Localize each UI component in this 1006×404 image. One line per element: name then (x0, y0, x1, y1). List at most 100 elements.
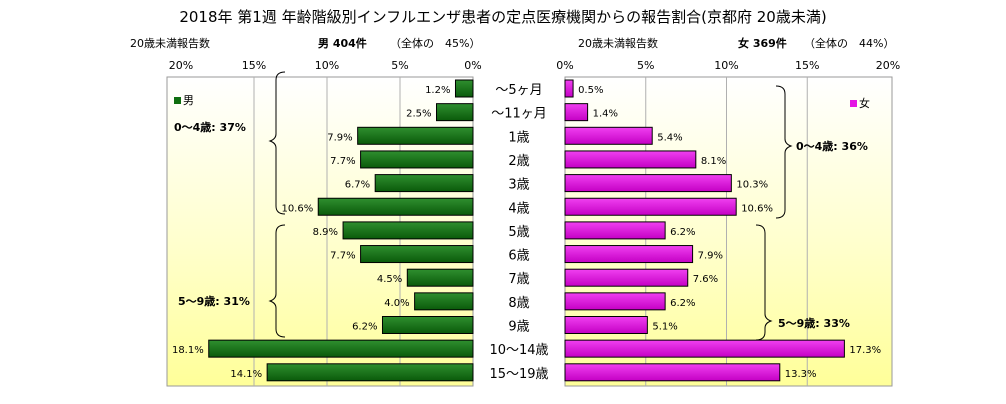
data-label-male: 10.6% (281, 203, 313, 214)
bar-male (381, 316, 474, 334)
bar-male (317, 197, 474, 216)
bar-female (564, 339, 845, 358)
bar-male (414, 292, 474, 311)
tick-label-female: 15% (795, 59, 819, 72)
category-label: ～11ヶ月 (491, 107, 547, 122)
data-labels: 1.2% 2.5% 7.9% 7.7% 6.7% 10.6% 8.9% 7.7% 4.5% 4.0… (172, 85, 881, 380)
bar-female (564, 79, 574, 98)
right-header-count: 女 369件 (738, 36, 787, 50)
data-label-female: 6.2% (670, 298, 695, 309)
bars (208, 79, 845, 382)
data-label-male: 6.2% (352, 322, 377, 333)
right-annotation-0-4: 0～4歳: 36% (796, 139, 868, 153)
data-label-male: 7.7% (330, 251, 355, 262)
data-label-female: 17.3% (849, 345, 881, 356)
legend-label-female: 女 (859, 96, 870, 110)
category-label: 4歳 (508, 201, 529, 216)
data-label-female: 1.4% (593, 109, 618, 120)
bar-female (564, 292, 666, 311)
tick-label-male: 20% (169, 59, 193, 72)
left-bracket-5-9 (268, 224, 286, 338)
left-header-share: （全体の 45%） (390, 36, 480, 50)
bar-female (564, 126, 653, 145)
category-label: 2歳 (508, 154, 529, 169)
data-label-female: 5.4% (657, 132, 682, 143)
bar-male (266, 363, 474, 382)
right-annotation-5-9: 5～9歳: 33% (778, 316, 850, 330)
category-label: 15～19歳 (489, 367, 548, 382)
tick-label-male: 0% (464, 59, 481, 72)
bar-female (564, 268, 689, 287)
data-label-female: 7.6% (693, 274, 718, 285)
legend-swatch-male (174, 97, 181, 104)
right-brackets (755, 85, 793, 341)
left-annotation-5-9: 5～9歳: 31% (178, 294, 250, 308)
data-label-male: 7.7% (330, 156, 355, 167)
data-label-female: 5.1% (652, 322, 677, 333)
tick-label-female: 20% (876, 59, 900, 72)
bar-male (436, 103, 474, 122)
data-label-male: 14.1% (230, 369, 262, 380)
tick-label-female: 0% (556, 59, 573, 72)
chart-title: 2018年 第1週 年齢階級別インフルエンザ患者の定点医療機関からの報告割合(京… (179, 8, 826, 26)
data-label-female: 13.3% (785, 369, 817, 380)
category-label: 10～14歳 (489, 343, 548, 358)
bar-female (564, 316, 648, 334)
data-label-female: 8.1% (701, 156, 726, 167)
category-label: ～5ヶ月 (495, 83, 542, 98)
right-header-share: （全体の 44%） (804, 36, 894, 50)
category-label: 5歳 (508, 225, 529, 240)
data-label-male: 2.5% (406, 109, 431, 120)
data-label-male: 6.7% (345, 180, 370, 191)
bar-male (360, 150, 474, 169)
data-label-female: 0.5% (578, 85, 603, 96)
tick-label-male: 15% (242, 59, 266, 72)
category-label: 8歳 (508, 296, 529, 311)
right-header-label: 20歳未満報告数 (578, 37, 658, 50)
category-label: 3歳 (508, 178, 529, 193)
bar-female (564, 174, 732, 193)
data-label-female: 7.9% (698, 251, 723, 262)
data-label-male: 4.5% (377, 274, 402, 285)
data-label-female: 10.6% (741, 203, 773, 214)
data-label-male: 18.1% (172, 345, 204, 356)
bar-female (564, 363, 781, 382)
left-annotation-0-4: 0～4歳: 37% (174, 120, 246, 134)
bar-female (564, 197, 737, 216)
bar-male (406, 268, 474, 287)
bar-female (564, 103, 589, 122)
bar-female (564, 245, 694, 264)
left-bracket-0-4 (268, 71, 286, 215)
category-labels: ～5ヶ月 ～11ヶ月 1歳 2歳 3歳 4歳 5歳 6歳 7歳 8歳 9歳 10～14歳 15～19歳 (489, 83, 548, 382)
tick-label-male: 5% (391, 59, 408, 72)
left-panel-headers: 20歳未満報告数 男 404件 （全体の 45%） (130, 36, 480, 50)
category-label: 7歳 (508, 272, 529, 287)
bar-female (564, 221, 666, 240)
axis-tick-labels: 0% 0% 5% 5% 10% 10% 15% 15% 20% 20% (169, 59, 900, 72)
data-label-female: 6.2% (670, 227, 695, 238)
bar-male (360, 245, 474, 264)
data-label-male: 7.9% (327, 132, 352, 143)
data-label-male: 4.0% (384, 298, 409, 309)
bar-male (208, 339, 474, 358)
left-header-count: 男 404件 (318, 36, 367, 50)
tick-label-male: 10% (315, 59, 339, 72)
bar-female (564, 150, 697, 169)
bar-male (374, 174, 474, 193)
left-header-label: 20歳未満報告数 (130, 37, 210, 50)
bar-male (357, 126, 474, 145)
category-label: 6歳 (508, 249, 529, 264)
left-legend: 男 (174, 94, 194, 107)
right-bracket-5-9 (755, 224, 773, 341)
right-bracket-0-4 (775, 85, 793, 219)
right-panel-headers: 20歳未満報告数 女 369件 （全体の 44%） (578, 36, 894, 50)
right-legend: 女 (850, 96, 870, 110)
legend-swatch-female (850, 100, 857, 107)
category-label: 1歳 (508, 130, 529, 145)
data-label-male: 8.9% (313, 227, 338, 238)
tick-label-female: 5% (637, 59, 654, 72)
category-label: 9歳 (508, 320, 529, 335)
bar-male (454, 79, 474, 98)
